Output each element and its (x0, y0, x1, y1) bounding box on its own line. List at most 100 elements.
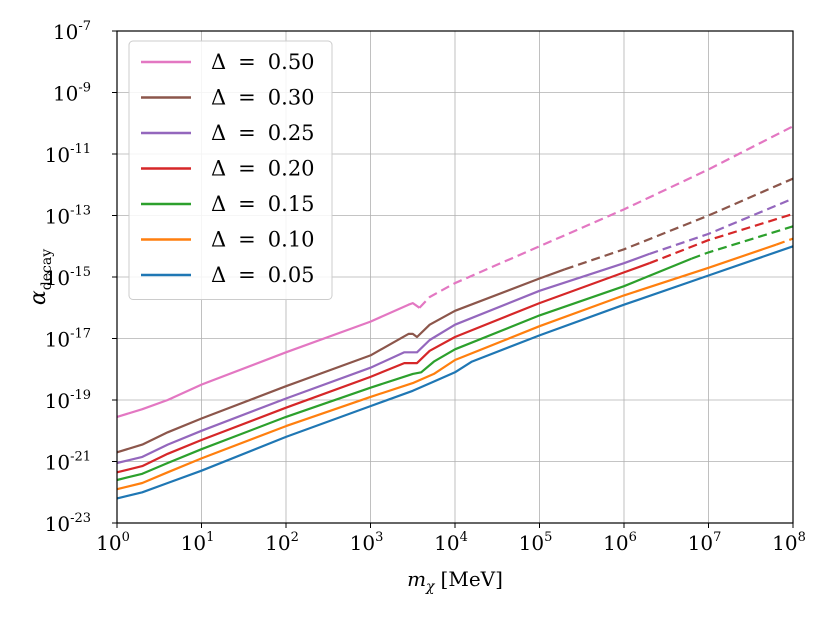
legend-value: 0.05 (268, 263, 315, 287)
x-tick-exponent: 0 (122, 530, 130, 545)
series-line-dashed (648, 212, 794, 265)
legend-symbol: Δ (211, 157, 226, 181)
legend-item: Δ = 0.30 (141, 86, 315, 110)
legend-symbol: Δ (211, 263, 226, 287)
x-tick-base: 10 (688, 531, 713, 555)
series-1 (116, 177, 794, 454)
y-tick-base: 10 (45, 389, 70, 413)
x-tick-exponent: 1 (206, 530, 214, 545)
series-line-dashed (418, 125, 794, 309)
y-tick-exponent: -7 (78, 19, 91, 34)
legend-value: 0.10 (268, 228, 315, 252)
legend-item: Δ = 0.20 (141, 157, 315, 181)
y-tick-label: 10-15 (45, 265, 91, 290)
x-tick-base: 10 (96, 531, 121, 555)
series-line-dashed (691, 225, 794, 260)
series-3 (116, 212, 794, 474)
series-line-solid (116, 252, 650, 465)
x-tick-base: 10 (603, 531, 628, 555)
legend-item: Δ = 0.10 (141, 228, 315, 252)
legend-symbol: Δ (211, 86, 226, 110)
y-tick-label: 10-23 (45, 511, 91, 536)
x-tick-label: 108 (772, 530, 806, 555)
x-tick-base: 10 (434, 531, 459, 555)
legend-equals: = (238, 228, 256, 252)
y-tick-label: 10-9 (53, 81, 91, 106)
legend-equals: = (238, 50, 256, 74)
y-tick-label: 10-7 (53, 19, 91, 44)
legend-label: Δ = 0.20 (211, 157, 315, 181)
x-tick-label: 106 (603, 530, 637, 555)
x-axis-label-sub: χ (425, 579, 436, 595)
x-tick-label: 104 (434, 530, 468, 555)
y-tick-label: 10-17 (45, 327, 91, 352)
legend-value: 0.50 (268, 50, 315, 74)
x-axis-label-unit: [MeV] (441, 567, 503, 591)
x-tick-base: 10 (519, 531, 544, 555)
x-tick-exponent: 2 (291, 530, 299, 545)
x-tick-label: 103 (350, 530, 384, 555)
y-tick-label: 10-11 (45, 142, 91, 167)
x-tick-exponent: 5 (544, 530, 552, 545)
legend-equals: = (238, 121, 256, 145)
y-axis-label-var: α (26, 290, 51, 305)
legend-value: 0.30 (268, 86, 315, 110)
x-axis-label-var: m (407, 567, 426, 591)
legend-label: Δ = 0.15 (211, 192, 315, 216)
series-line-dashed (649, 197, 794, 255)
x-axis: 100 101 102 103 104 105 106 107 108 (96, 523, 806, 555)
y-tick-label: 10-21 (45, 450, 91, 475)
legend-symbol: Δ (211, 192, 226, 216)
legend-equals: = (238, 263, 256, 287)
legend-equals: = (238, 86, 256, 110)
y-tick-exponent: -13 (70, 204, 91, 219)
x-tick-base: 10 (350, 531, 375, 555)
x-tick-base: 10 (181, 531, 206, 555)
series-line-solid (116, 268, 566, 454)
series-4 (116, 225, 794, 482)
y-tick-base: 10 (45, 205, 70, 229)
y-axis: 10-2310-2110-1910-1710-1510-1310-1110-91… (45, 19, 117, 536)
series-line-solid (116, 262, 650, 474)
y-tick-base: 10 (45, 328, 70, 352)
legend-symbol: Δ (211, 50, 226, 74)
x-tick-label: 100 (96, 530, 130, 555)
series-line-solid (116, 302, 421, 418)
y-tick-base: 10 (53, 20, 78, 44)
y-tick-base: 10 (45, 266, 70, 290)
legend-box (128, 40, 333, 300)
x-tick-exponent: 4 (460, 530, 468, 545)
x-tick-exponent: 7 (713, 530, 721, 545)
y-tick-exponent: -17 (70, 327, 91, 342)
y-tick-exponent: -11 (70, 142, 91, 157)
x-tick-exponent: 3 (375, 530, 383, 545)
legend-symbol: Δ (211, 228, 226, 252)
y-tick-base: 10 (45, 512, 70, 536)
legend-equals: = (238, 157, 256, 181)
legend-value: 0.20 (268, 157, 315, 181)
y-tick-base: 10 (45, 451, 70, 475)
y-tick-exponent: -19 (70, 388, 91, 403)
legend-item: Δ = 0.25 (141, 121, 315, 145)
series-line-solid (116, 243, 777, 491)
legend-item: Δ = 0.50 (141, 50, 315, 74)
legend-value: 0.25 (268, 121, 315, 145)
x-tick-base: 10 (265, 531, 290, 555)
legend-label: Δ = 0.30 (211, 86, 315, 110)
y-tick-base: 10 (45, 143, 70, 167)
series-line-solid (116, 245, 794, 500)
series-5 (116, 237, 794, 491)
y-tick-exponent: -9 (78, 81, 91, 96)
series-line-dashed (564, 177, 794, 271)
x-tick-base: 10 (772, 531, 797, 555)
legend-value: 0.15 (268, 192, 315, 216)
x-tick-label: 101 (181, 530, 215, 555)
series-2 (116, 197, 794, 465)
x-tick-label: 102 (265, 530, 299, 555)
legend: Δ = 0.50 Δ = 0.30 Δ = 0.25 Δ = 0.20 Δ = 0.15 Δ = 0.10 Δ = 0.… (128, 40, 333, 300)
y-tick-exponent: -23 (70, 511, 91, 526)
x-tick-label: 107 (688, 530, 722, 555)
series-line-dashed (775, 237, 794, 246)
series-0 (116, 125, 794, 418)
